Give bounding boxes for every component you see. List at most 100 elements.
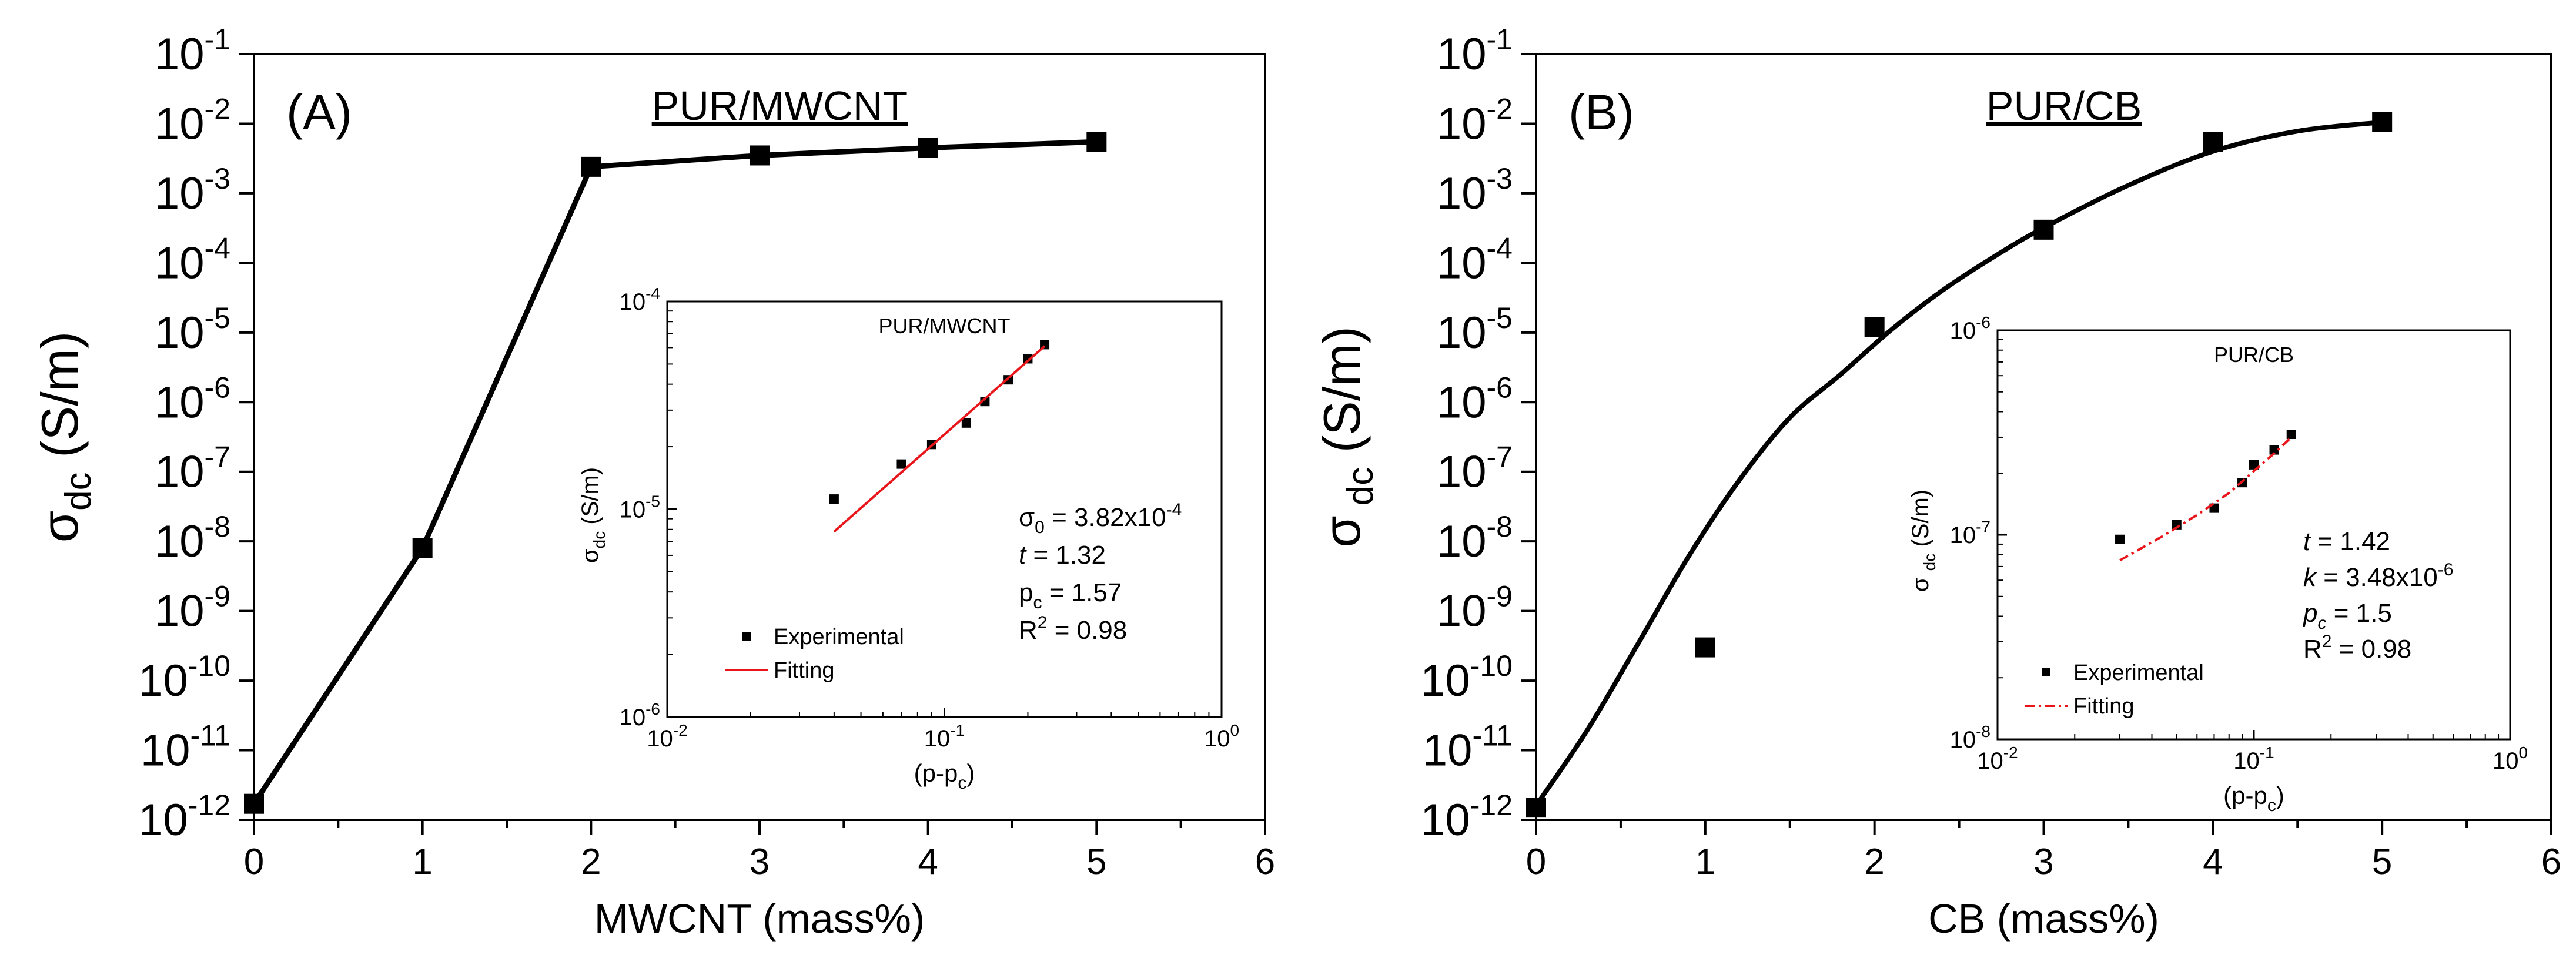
inset-data-point: [2249, 460, 2259, 470]
inset-title: PUR/CB: [2214, 343, 2294, 367]
inset-data-point: [980, 397, 990, 407]
y-tick-label: 10-4: [1437, 232, 1513, 288]
x-tick-label: 4: [918, 842, 938, 882]
inset-x-tick-label: 100: [1204, 721, 1239, 752]
x-tick-label: 4: [2203, 842, 2223, 882]
y-tick-label: 10-12: [1420, 789, 1513, 845]
y-tick-label: 10-6: [155, 371, 230, 427]
y-tick-label: 10-11: [140, 719, 230, 776]
y-tick-label: 10-6: [1437, 371, 1513, 427]
legend-label-fitting: Fitting: [2073, 694, 2134, 719]
y-tick-label: 10-4: [155, 232, 230, 288]
inset-data-point: [1023, 354, 1033, 364]
inset-x-axis-label: (p-pc): [914, 759, 975, 793]
data-point: [1526, 798, 1546, 818]
x-tick-label: 0: [1526, 842, 1546, 882]
y-tick-label: 10-3: [155, 162, 230, 219]
inset-y-tick-label: 10-8: [1950, 722, 1990, 753]
inset-frame: [666, 300, 1223, 718]
fit-annotation: pc = 1.5: [2302, 599, 2392, 633]
y-tick-label: 10-5: [1437, 301, 1513, 358]
y-tick-label: 10-5: [155, 301, 230, 358]
legend-label-experimental: Experimental: [2073, 661, 2204, 685]
inset-data-point: [2115, 534, 2125, 544]
inset-title: PUR/MWCNT: [879, 314, 1011, 338]
panel-b: 0 1 2 3 4 5 6 10-12 10-11 10-10 10-9 10-8 10-7 10-6 10…: [1313, 23, 2561, 942]
inset-data-point: [829, 494, 839, 504]
data-point: [1695, 637, 1715, 658]
inset-frame: [1996, 329, 2511, 741]
y-tick-label: 10-11: [1423, 719, 1513, 776]
inset-y-tick-label: 10-7: [1950, 518, 1990, 548]
data-point: [1864, 317, 1885, 337]
inset-data-point: [896, 459, 906, 469]
y-tick-label: 10-3: [1437, 162, 1513, 219]
legend-label-experimental: Experimental: [774, 625, 904, 649]
plot-frame: [1535, 53, 2552, 821]
chart-title: PUR/MWCNT: [652, 83, 908, 129]
inset-fit-line: [833, 345, 1046, 533]
x-tick-label: 1: [412, 842, 432, 882]
inset-y-tick-label: 10-6: [620, 700, 660, 731]
y-tick-label: 10-9: [155, 580, 230, 636]
x-tick-label: 0: [244, 842, 264, 882]
fit-curve: [1534, 119, 2383, 808]
x-tick-label: 6: [2541, 842, 2561, 882]
y-tick-label: 10-12: [138, 789, 230, 845]
y-tick-label: 10-1: [1437, 23, 1513, 79]
inset-fit-line: [2119, 436, 2293, 562]
data-point: [412, 538, 433, 558]
y-tick-label: 10-2: [1437, 92, 1513, 149]
panel-label: (A): [286, 85, 352, 140]
inset-y-tick-label: 10-4: [620, 284, 660, 315]
series-line: [252, 139, 1097, 806]
x-tick-label: 5: [1086, 842, 1106, 882]
data-point: [1086, 132, 1107, 152]
data-point: [918, 138, 938, 158]
chart-title: PUR/CB: [1986, 83, 2142, 129]
x-tick-label: 6: [1255, 842, 1275, 882]
y-tick-label: 10-2: [155, 92, 230, 149]
x-tick-label: 3: [2033, 842, 2053, 882]
x-tick-label: 2: [581, 842, 601, 882]
x-axis-label: MWCNT (mass%): [594, 896, 925, 942]
panel-a: 0 1 2 3 4 5 610-1210-1110-1010-910-810-710-610…: [31, 23, 1275, 942]
inset-x-tick-label: 100: [2493, 743, 2528, 774]
y-tick-label: 10-8: [1437, 510, 1513, 567]
inset-data-point: [961, 418, 971, 428]
y-tick-label: 10-9: [1437, 580, 1513, 636]
fit-annotation: R2 = 0.98: [2303, 632, 2411, 664]
inset-y-axis-label: σ dc (S/m): [1908, 490, 1939, 592]
inset-data-point: [2286, 430, 2296, 440]
y-tick-label: 10-10: [138, 649, 230, 706]
panel-label: (B): [1568, 85, 1634, 140]
fit-annotation: k = 3.48x10-6: [2303, 560, 2453, 592]
plot-frame: [253, 53, 1266, 821]
legend-marker-experimental: [2042, 668, 2050, 676]
inset-x-tick-label: 10-2: [647, 721, 687, 752]
inset-data-point: [2269, 445, 2279, 455]
data-point: [581, 156, 601, 177]
inset-x-tick-label: 10-1: [2233, 743, 2274, 774]
inset-y-axis-label: σdc (S/m): [577, 467, 608, 563]
data-point: [244, 793, 264, 814]
x-tick-label: 5: [2372, 842, 2392, 882]
legend-label-fitting: Fitting: [774, 658, 834, 683]
inset-y-tick-label: 10-5: [620, 492, 660, 523]
fit-annotation: t = 1.42: [2303, 527, 2390, 556]
x-axis-label: CB (mass%): [1928, 896, 2159, 942]
inset-x-tick-label: 10-2: [1977, 743, 2018, 774]
y-tick-label: 10-1: [155, 23, 230, 79]
data-point: [750, 145, 770, 166]
x-tick-label: 3: [750, 842, 770, 882]
inset-x-axis-label: (p-pc): [2223, 782, 2284, 815]
y-tick-label: 10-7: [1437, 441, 1513, 497]
x-tick-label: 1: [1695, 842, 1715, 882]
y-tick-label: 10-10: [1420, 649, 1513, 706]
fit-annotation: σ0 = 3.82x10-4: [1019, 500, 1182, 537]
inset-x-tick-label: 10-1: [924, 721, 965, 752]
y-tick-label: 10-7: [155, 441, 230, 497]
fit-annotation: R2 = 0.98: [1019, 613, 1127, 645]
y-tick-label: 10-8: [155, 510, 230, 567]
